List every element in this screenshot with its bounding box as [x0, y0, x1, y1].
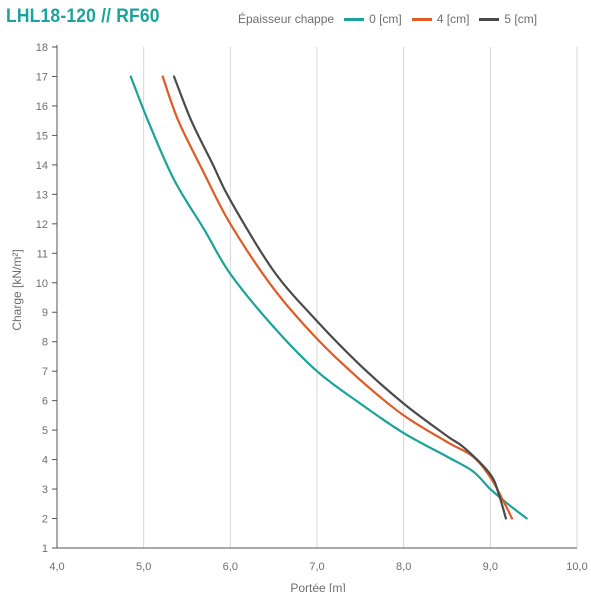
x-tick-label: 9,0	[483, 561, 498, 573]
chart-legend: Épaisseur chappe 0 [cm] 4 [cm] 5 [cm]	[238, 12, 537, 26]
y-tick-label: 5	[42, 425, 48, 437]
legend-swatch-4cm	[411, 17, 432, 21]
y-tick-label: 15	[36, 130, 48, 142]
axes: 4,0 5,0 6,0 7,0 8,0 9,0 10,0123456789101112131…	[36, 42, 588, 573]
legend-label-5cm: 5 [cm]	[504, 12, 538, 26]
legend-label-0cm: 0 [cm]	[369, 12, 402, 26]
x-axis-label: Portée [m]	[290, 581, 345, 592]
y-tick-label: 10	[36, 278, 48, 290]
y-tick-label: 12	[36, 219, 48, 231]
x-tick-label: 6,0	[223, 561, 238, 573]
y-tick-label: 18	[36, 42, 48, 54]
series-line-2	[172, 75, 507, 520]
y-tick-label: 4	[42, 455, 48, 467]
chart-title: LHL18-120 // RF60	[6, 6, 160, 27]
legend-swatch-5cm	[479, 17, 500, 21]
y-axis-label: Charge [kN/m²]	[10, 249, 24, 330]
x-tick-label: 7,0	[309, 561, 324, 573]
y-tick-label: 1	[42, 543, 48, 555]
y-tick-label: 14	[36, 160, 48, 172]
x-tick-label: 4,0	[49, 561, 64, 573]
x-tick-label: 10,0	[566, 561, 587, 573]
legend-swatch-0cm	[344, 17, 365, 21]
x-tick-label: 5,0	[136, 561, 151, 573]
y-tick-label: 7	[42, 366, 48, 378]
y-tick-label: 11	[37, 248, 48, 260]
y-tick-label: 17	[36, 71, 48, 83]
y-tick-label: 9	[42, 307, 48, 319]
legend-item-0cm: 0 [cm]	[344, 12, 402, 26]
y-tick-label: 6	[42, 396, 48, 408]
legend-item-5cm: 5 [cm]	[479, 12, 537, 26]
y-tick-label: 13	[36, 189, 48, 201]
series-lines	[129, 75, 528, 520]
legend-title: Épaisseur chappe	[238, 12, 335, 26]
y-tick-label: 16	[36, 101, 48, 113]
y-tick-label: 8	[42, 337, 48, 349]
series-line-0	[129, 75, 528, 520]
y-tick-label: 2	[42, 514, 48, 526]
y-tick-label: 3	[42, 484, 48, 496]
legend-label-4cm: 4 [cm]	[436, 12, 470, 26]
legend-item-4cm: 4 [cm]	[411, 12, 470, 26]
x-tick-label: 8,0	[396, 561, 411, 573]
grid	[143, 47, 578, 548]
series-line-1	[161, 75, 514, 520]
